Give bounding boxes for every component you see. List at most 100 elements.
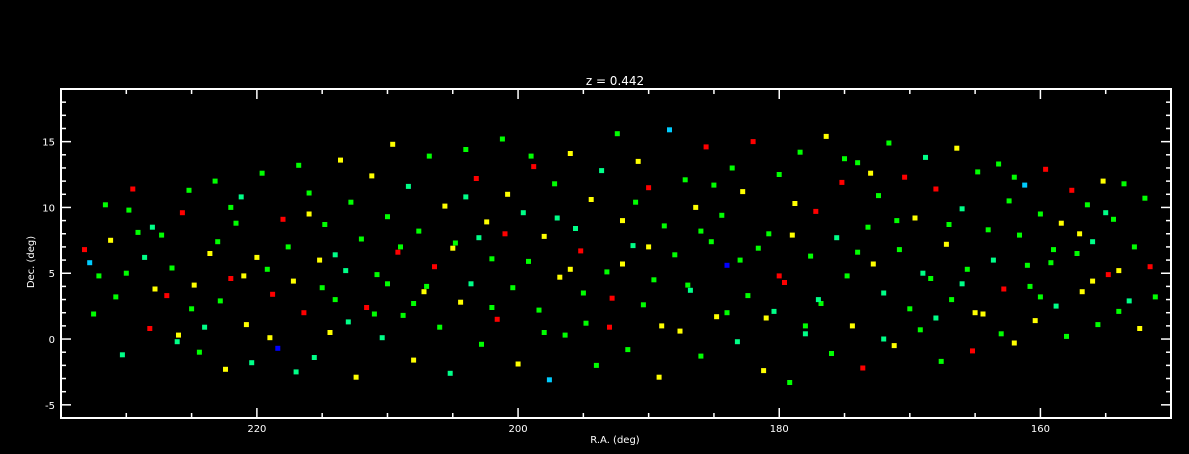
- data-point: [1103, 210, 1109, 216]
- data-point: [567, 266, 573, 272]
- data-point: [1090, 278, 1096, 284]
- data-point: [130, 186, 136, 192]
- data-point: [91, 311, 97, 317]
- data-point: [740, 189, 746, 195]
- data-point: [609, 295, 615, 301]
- data-point: [1058, 220, 1064, 226]
- data-point: [520, 210, 526, 216]
- data-point: [526, 258, 531, 264]
- data-point: [1032, 318, 1038, 324]
- data-point: [293, 369, 299, 375]
- data-point: [1037, 211, 1043, 217]
- data-point: [876, 193, 881, 199]
- data-point: [782, 280, 787, 285]
- data-point: [510, 285, 516, 291]
- data-point: [473, 176, 479, 181]
- data-point: [108, 237, 114, 243]
- data-point: [215, 239, 221, 245]
- data-point: [207, 251, 213, 256]
- data-point: [450, 245, 456, 251]
- data-point: [745, 293, 751, 299]
- data-point: [126, 207, 132, 213]
- data-point: [672, 252, 678, 258]
- data-point: [975, 169, 981, 175]
- data-point: [964, 266, 970, 272]
- data-point: [489, 256, 495, 262]
- data-point: [813, 208, 819, 214]
- data-point: [317, 257, 323, 263]
- data-point: [920, 270, 926, 276]
- data-point: [980, 311, 986, 317]
- data-point: [907, 306, 913, 312]
- data-point: [301, 310, 307, 316]
- data-point: [123, 270, 129, 276]
- data-point: [113, 294, 119, 300]
- data-point: [147, 326, 153, 331]
- data-point: [536, 307, 542, 313]
- data-point: [844, 273, 850, 279]
- data-point: [1077, 231, 1083, 237]
- data-point: [938, 358, 944, 364]
- data-point: [849, 323, 855, 329]
- data-point: [776, 273, 782, 279]
- data-point: [646, 244, 652, 250]
- data-point: [808, 253, 814, 259]
- data-point: [750, 139, 756, 145]
- data-point: [290, 278, 296, 284]
- data-point: [285, 244, 291, 250]
- data-point: [228, 276, 234, 281]
- data-point: [567, 151, 573, 156]
- data-point: [687, 287, 693, 293]
- data-point: [332, 252, 338, 258]
- data-point: [954, 145, 960, 151]
- data-point: [729, 165, 735, 171]
- data-point: [264, 266, 270, 272]
- data-point: [243, 322, 249, 328]
- data-point: [322, 222, 328, 227]
- data-point: [588, 197, 594, 202]
- data-point: [169, 265, 175, 271]
- data-point: [583, 320, 589, 326]
- data-point: [463, 194, 469, 200]
- data-point: [829, 351, 834, 356]
- data-point: [763, 315, 769, 321]
- data-point: [802, 331, 808, 337]
- data-point: [223, 366, 228, 372]
- data-point: [395, 249, 401, 255]
- data-point: [484, 219, 490, 225]
- data-point: [385, 214, 390, 220]
- data-point: [280, 216, 286, 222]
- data-point: [855, 160, 861, 166]
- data-point: [275, 345, 281, 351]
- data-point: [179, 210, 185, 216]
- data-point: [338, 157, 343, 163]
- data-points: [82, 127, 1158, 385]
- data-point: [789, 232, 795, 238]
- data-point: [1137, 326, 1143, 331]
- data-point: [894, 218, 900, 224]
- data-point: [306, 190, 312, 196]
- data-point: [703, 144, 709, 150]
- data-point: [891, 343, 897, 349]
- data-point: [119, 352, 125, 358]
- data-point: [928, 276, 934, 281]
- data-point: [343, 268, 349, 274]
- y-tick-label: 10: [42, 203, 55, 214]
- data-point: [452, 240, 458, 246]
- data-point: [458, 299, 464, 305]
- data-point: [1022, 182, 1028, 188]
- data-point: [667, 127, 672, 133]
- data-point: [755, 245, 761, 251]
- data-point: [630, 243, 636, 249]
- data-point: [881, 336, 887, 342]
- data-point: [599, 168, 605, 174]
- data-point: [1024, 262, 1030, 268]
- data-point: [1011, 340, 1017, 346]
- data-point: [1105, 272, 1111, 278]
- x-axis-ticks: 220 200 180 160: [125, 89, 1172, 435]
- x-tick-label: 160: [1031, 424, 1050, 435]
- data-point: [1090, 239, 1096, 245]
- data-point: [233, 220, 239, 226]
- data-point: [1006, 198, 1012, 204]
- data-point: [142, 254, 148, 260]
